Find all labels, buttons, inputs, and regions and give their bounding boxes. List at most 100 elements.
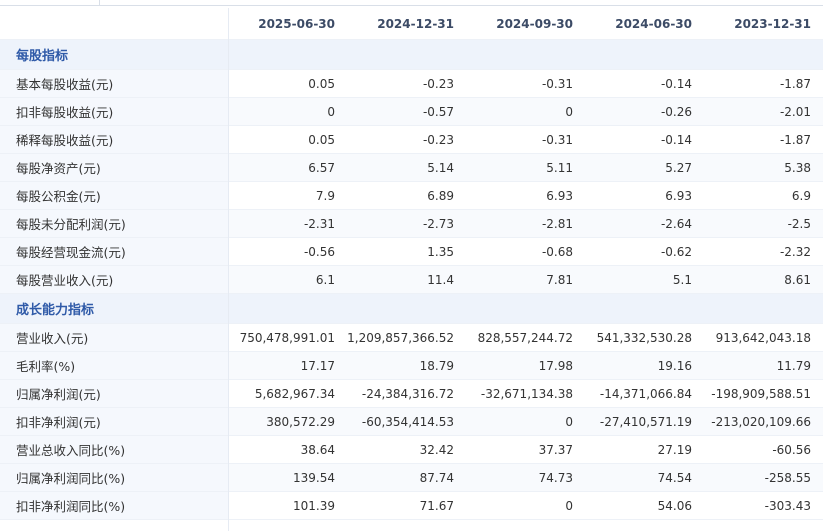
section-row: 每股指标 (0, 40, 823, 70)
value-cell: 71.67 (419, 498, 454, 513)
row-label: 归属净利润(元) (0, 380, 228, 407)
data-row: 每股公积金(元) 7.9 6.89 6.93 6.93 6.9 (0, 182, 823, 210)
value-cell: 87.74 (419, 470, 454, 485)
value-cell: -2.31 (303, 216, 335, 231)
value-cell: 5,682,967.34 (254, 386, 335, 401)
value-cell: 913,642,043.18 (715, 330, 811, 345)
value-cell: -2.81 (541, 216, 573, 231)
row-label: 毛利率(%) (0, 352, 228, 379)
row-label: 归属净利润同比(%) (0, 464, 228, 491)
value-cell: 0 (565, 498, 573, 513)
value-cell: 5.1 (672, 272, 692, 287)
value-cell: 6.1 (315, 272, 335, 287)
data-row: 毛利率(%) 17.17 18.79 17.98 19.16 11.79 (0, 352, 823, 380)
value-cell: -1.87 (779, 76, 811, 91)
value-cell: 17.98 (538, 358, 573, 373)
value-cell: -0.23 (422, 76, 454, 91)
value-cell: -213,020,109.66 (711, 414, 811, 429)
value-cell: -0.57 (422, 104, 454, 119)
value-cell: 7.81 (546, 272, 573, 287)
value-cell: -2.01 (779, 104, 811, 119)
row-label: 每股未分配利润(元) (0, 210, 228, 237)
data-row: 归属净利润(元) 5,682,967.34 -24,384,316.72 -32,67… (0, 380, 823, 408)
column-header: 2024-09-30 (496, 16, 573, 31)
value-cell: 38.64 (300, 442, 335, 457)
data-row: 营业总收入同比(%) 38.64 32.42 37.37 27.19 -60.56 (0, 436, 823, 464)
row-label: 稀释每股收益(元) (0, 126, 228, 153)
corner (0, 8, 228, 39)
column-header: 2024-06-30 (615, 16, 692, 31)
data-row: 每股经营现金流(元) -0.56 1.35 -0.68 -0.62 -2.32 (0, 238, 823, 266)
column-header: 2024-12-31 (377, 16, 454, 31)
value-cell: 32.42 (419, 442, 454, 457)
value-cell: 0 (565, 104, 573, 119)
value-cell: -27,410,571.19 (599, 414, 692, 429)
data-row: 扣非净利润(元) 380,572.29 -60,354,414.53 0 -27,410… (0, 408, 823, 436)
value-cell: 11.79 (776, 358, 811, 373)
value-cell: -0.31 (541, 132, 573, 147)
value-cell: 0 (565, 414, 573, 429)
value-cell: -0.62 (660, 244, 692, 259)
value-cell: 101.39 (293, 498, 335, 513)
value-cell: -258.55 (764, 470, 811, 485)
value-cell: -2.32 (779, 244, 811, 259)
divider (100, 5, 823, 6)
value-cell: -303.43 (764, 498, 811, 513)
value-cell: 6.9 (791, 188, 811, 203)
value-cell: -2.64 (660, 216, 692, 231)
data-row: 基本每股收益(元) 0.05 -0.23 -0.31 -0.14 -1.87 (0, 70, 823, 98)
value-cell: 380,572.29 (266, 414, 335, 429)
value-cell: 18.79 (419, 358, 454, 373)
value-cell: 541,332,530.28 (596, 330, 692, 345)
value-cell: 5.27 (665, 160, 692, 175)
value-cell: 19.16 (657, 358, 692, 373)
row-label: 每股净资产(元) (0, 154, 228, 181)
value-cell: 6.93 (546, 188, 573, 203)
value-cell: 17.17 (300, 358, 335, 373)
tab[interactable] (0, 0, 100, 6)
row-label: 每股公积金(元) (0, 182, 228, 209)
value-cell: -24,384,316.72 (361, 386, 454, 401)
column-divider (228, 8, 229, 531)
value-cell: -60.56 (772, 442, 811, 457)
row-label: 扣非每股收益(元) (0, 98, 228, 125)
value-cell: -0.56 (303, 244, 335, 259)
value-cell: 0.05 (308, 76, 335, 91)
value-cell: -0.14 (660, 76, 692, 91)
column-header: 2023-12-31 (734, 16, 811, 31)
value-cell: -0.68 (541, 244, 573, 259)
data-row: 每股净资产(元) 6.57 5.14 5.11 5.27 5.38 (0, 154, 823, 182)
value-cell: -2.73 (422, 216, 454, 231)
data-row: 扣非净利润同比(%) 101.39 71.67 0 54.06 -303.43 (0, 492, 823, 520)
section-title: 每股指标 (16, 49, 69, 64)
data-row: 扣非每股收益(元) 0 -0.57 0 -0.26 -2.01 (0, 98, 823, 126)
data-row: 归属净利润同比(%) 139.54 87.74 74.73 74.54 -258.55 (0, 464, 823, 492)
value-cell: -60,354,414.53 (361, 414, 454, 429)
row-label: 扣非净利润同比(%) (0, 492, 228, 519)
data-row: 营业收入(元) 750,478,991.01 1,209,857,366.52 828… (0, 324, 823, 352)
value-cell: 11.4 (427, 272, 454, 287)
value-cell: 74.73 (538, 470, 573, 485)
row-label: 营业总收入同比(%) (0, 436, 228, 463)
section-title: 成长能力指标 (16, 303, 95, 318)
value-cell: 828,557,244.72 (477, 330, 573, 345)
data-row: 稀释每股收益(元) 0.05 -0.23 -0.31 -0.14 -1.87 (0, 126, 823, 154)
value-cell: 5.11 (546, 160, 573, 175)
value-cell: 1,209,857,366.52 (347, 330, 454, 345)
value-cell: -0.31 (541, 76, 573, 91)
value-cell: 1.35 (427, 244, 454, 259)
row-label: 扣非净利润(元) (0, 408, 228, 435)
value-cell: -32,671,134.38 (480, 386, 573, 401)
value-cell: 74.54 (657, 470, 692, 485)
value-cell: -2.5 (787, 216, 811, 231)
value-cell: 139.54 (293, 470, 335, 485)
data-row: 每股营业收入(元) 6.1 11.4 7.81 5.1 8.61 (0, 266, 823, 294)
value-cell: 27.19 (657, 442, 692, 457)
data-row: 每股未分配利润(元) -2.31 -2.73 -2.81 -2.64 -2.5 (0, 210, 823, 238)
value-cell: 6.93 (665, 188, 692, 203)
value-cell: 6.57 (308, 160, 335, 175)
value-cell: 7.9 (315, 188, 335, 203)
header-row: 2025-06-30 2024-12-31 2024-09-30 2024-06-30… (0, 8, 823, 40)
row-label: 每股经营现金流(元) (0, 238, 228, 265)
